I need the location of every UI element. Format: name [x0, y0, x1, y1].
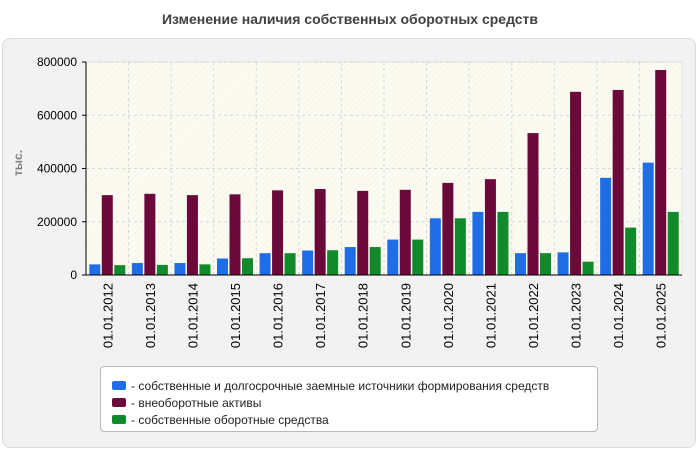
bar-series-1-01.01.2024: [600, 177, 612, 275]
bar-series-1-01.01.2012: [89, 264, 101, 275]
bar-series-2-01.01.2025: [655, 69, 667, 275]
x-tick-label: 01.01.2021: [483, 283, 498, 348]
bar-series-3-01.01.2018: [369, 247, 381, 275]
bar-series-1-01.01.2025: [642, 162, 654, 275]
legend: - собственные и долгосрочные заемные ист…: [100, 366, 598, 432]
bar-series-2-01.01.2022: [527, 133, 539, 275]
y-axis-label: тыс.: [11, 150, 25, 176]
y-tick-label: 400000: [37, 162, 77, 176]
y-tick-label: 200000: [37, 215, 77, 229]
bar-series-3-01.01.2025: [667, 211, 679, 275]
chart-title: Изменение наличия собственных оборотных …: [161, 11, 539, 27]
bar-series-2-01.01.2021: [484, 179, 496, 275]
y-tick-labels: 0 200000 400000 600000 800000: [37, 55, 86, 282]
x-tick-label: 01.01.2018: [356, 283, 371, 348]
bar-series-2-01.01.2020: [442, 182, 454, 275]
bar-series-3-01.01.2021: [497, 211, 509, 275]
legend-item-sources: - собственные и долгосрочные заемные ист…: [101, 377, 597, 394]
bar-series-1-01.01.2023: [557, 252, 569, 275]
bar-series-2-01.01.2013: [144, 193, 156, 275]
legend-item-working-capital: - собственные оборотные средства: [101, 411, 597, 428]
bar-series-1-01.01.2014: [174, 263, 186, 275]
bar-series-1-01.01.2013: [131, 263, 143, 275]
bar-series-3-01.01.2012: [114, 265, 126, 275]
x-tick-label: 01.01.2015: [228, 283, 243, 348]
bar-series-3-01.01.2014: [199, 264, 211, 275]
bar-series-3-01.01.2024: [625, 227, 637, 275]
bar-series-2-01.01.2016: [272, 190, 284, 275]
bar-series-2-01.01.2018: [357, 190, 369, 275]
bar-series-2-01.01.2023: [570, 91, 582, 275]
bar-series-3-01.01.2015: [242, 258, 253, 275]
bar-series-1-01.01.2017: [302, 250, 314, 275]
x-tick-label: 01.01.2020: [441, 283, 456, 348]
y-tick-label: 0: [70, 268, 77, 282]
x-tick-labels: 01.01.2012 01.01.2013 01.01.2014 01.01.2015…: [100, 283, 668, 348]
bar-series-1-01.01.2015: [217, 258, 228, 275]
y-tick-label: 800000: [37, 55, 77, 69]
x-tick-label: 01.01.2017: [313, 283, 328, 348]
legend-swatch-noncurrent-assets: [112, 398, 126, 407]
bar-series-2-01.01.2024: [612, 89, 624, 275]
bar-series-3-01.01.2022: [540, 253, 551, 275]
bar-series-3-01.01.2016: [284, 253, 296, 275]
bar-series-2-01.01.2015: [229, 194, 241, 275]
legend-label-noncurrent-assets: - внеоборотные активы: [131, 395, 262, 410]
bar-series-3-01.01.2019: [412, 239, 424, 275]
legend-label-working-capital: - собственные оборотные средства: [131, 412, 329, 427]
legend-swatch-working-capital: [112, 415, 126, 424]
x-tick-label: 01.01.2014: [185, 283, 200, 348]
bar-series-1-01.01.2020: [429, 218, 441, 275]
bar-series-1-01.01.2016: [259, 253, 271, 275]
plot-area: [85, 61, 683, 276]
bar-series-1-01.01.2022: [515, 253, 526, 275]
y-tick-label: 600000: [37, 108, 77, 122]
bar-series-3-01.01.2023: [582, 261, 594, 275]
bar-series-1-01.01.2019: [387, 239, 399, 275]
x-tick-label: 01.01.2022: [526, 283, 541, 348]
x-tick-label: 01.01.2023: [569, 283, 584, 348]
legend-swatch-sources: [112, 381, 126, 390]
bar-series-3-01.01.2017: [327, 250, 339, 275]
bar-series-1-01.01.2018: [344, 247, 356, 275]
x-tick-label: 01.01.2019: [398, 283, 413, 348]
bar-series-2-01.01.2017: [314, 189, 326, 275]
bars: [89, 69, 679, 275]
legend-label-sources: - собственные и долгосрочные заемные ист…: [131, 378, 550, 393]
bar-series-3-01.01.2013: [156, 264, 168, 275]
x-tick-label: 01.01.2025: [654, 283, 669, 348]
bar-series-1-01.01.2021: [472, 211, 484, 275]
legend-item-noncurrent-assets: - внеоборотные активы: [101, 394, 597, 411]
x-tick-label: 01.01.2024: [611, 283, 626, 348]
x-tick-label: 01.01.2016: [271, 283, 286, 348]
bar-series-2-01.01.2014: [186, 195, 198, 275]
bar-series-2-01.01.2019: [399, 189, 411, 275]
x-tick-label: 01.01.2013: [143, 283, 158, 348]
bar-series-2-01.01.2012: [101, 195, 113, 275]
x-tick-label: 01.01.2012: [100, 283, 115, 348]
bar-series-3-01.01.2020: [454, 218, 466, 275]
